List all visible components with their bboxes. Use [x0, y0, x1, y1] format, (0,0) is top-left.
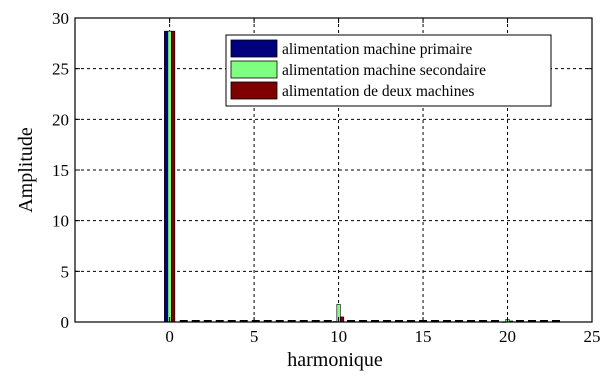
y-tick-label: 15 — [52, 161, 69, 180]
bars — [164, 30, 564, 323]
bar — [167, 30, 172, 323]
x-tick-label: 0 — [165, 327, 174, 346]
x-tick-label: 10 — [330, 327, 347, 346]
bar — [171, 30, 176, 323]
legend-swatch — [230, 39, 278, 58]
y-tick-label: 0 — [61, 313, 70, 332]
ticks: 0 5 10 15 20 25 0 5 10 15 20 25 30 — [52, 9, 601, 346]
y-axis-title: Amplitude — [15, 127, 37, 213]
legend-swatch — [230, 81, 278, 100]
legend: alimentation machine primaire alimentatio… — [225, 34, 552, 107]
x-tick-label: 5 — [250, 327, 259, 346]
legend-label: alimentation machine secondaire — [282, 62, 486, 79]
x-tick-label: 25 — [584, 327, 601, 346]
y-tick-label: 5 — [61, 262, 70, 281]
x-tick-label: 20 — [499, 327, 516, 346]
y-tick-label: 25 — [52, 60, 69, 79]
bar — [340, 316, 345, 323]
y-tick-label: 10 — [52, 212, 69, 231]
legend-label: alimentation de deux machines — [282, 83, 474, 100]
y-tick-label: 20 — [52, 110, 69, 129]
y-tick-label: 30 — [52, 9, 69, 28]
legend-label: alimentation machine primaire — [282, 41, 472, 58]
legend-swatch — [230, 60, 278, 79]
x-tick-label: 15 — [415, 327, 432, 346]
x-axis-title: harmonique — [287, 349, 383, 371]
bar — [164, 30, 169, 323]
legend-box — [225, 34, 552, 107]
